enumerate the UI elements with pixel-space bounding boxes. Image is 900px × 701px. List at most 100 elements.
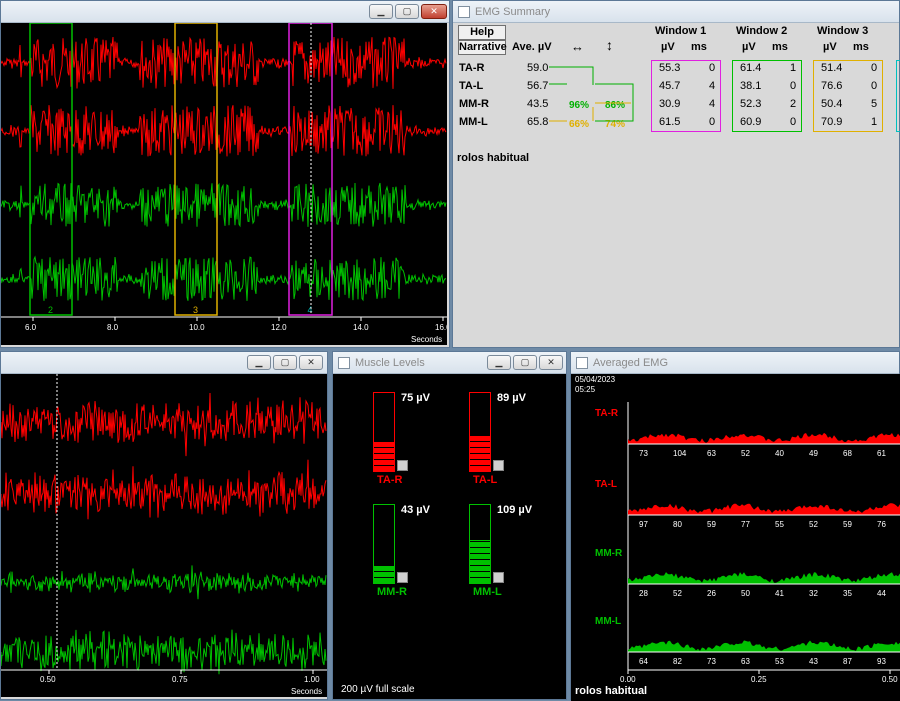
window-3-box	[813, 60, 883, 132]
level-fill	[374, 442, 394, 471]
window-title: Window 2	[736, 25, 788, 37]
averaged-tick-label: 0.25	[751, 675, 767, 684]
averaged-segment-value: 59	[843, 520, 852, 529]
window-uv-value: 55.3	[659, 62, 681, 74]
window-ms-value: 5	[871, 98, 878, 110]
averaged-time: 05:25	[575, 385, 596, 394]
averaged-tick-label: 0.50	[882, 675, 898, 684]
raw-trace-1	[1, 36, 447, 90]
raw-tick-label: 8.0	[107, 323, 119, 332]
averaged-segment-value: 55	[775, 520, 784, 529]
window-1-box	[651, 60, 721, 132]
averaged-segment-value: 73	[707, 657, 716, 666]
zoom-emg-plot[interactable]: 0.50 0.75 1.00 Seconds	[1, 374, 327, 697]
app-icon	[458, 6, 470, 18]
zoom-trace-3	[1, 565, 327, 600]
summary-body: Help Narrative Ave. µV ↔ ↕ TA-R 59.0 TA-L 5…	[453, 23, 900, 347]
zoom-emg-traces: 0.50 0.75 1.00	[1, 374, 327, 684]
averaged-segment-value: 44	[877, 589, 886, 598]
zoom-emg-window: ▁ ▢ ✕ 0.50 0.75 1.00 Seconds	[0, 351, 328, 700]
window-ms-value: 2	[790, 98, 797, 110]
window-ms-value: 1	[790, 62, 797, 74]
level-meter-mm-l	[469, 504, 491, 584]
summary-row-name: TA-L	[459, 80, 484, 92]
level-meter-mm-r	[373, 504, 395, 584]
level-threshold-button[interactable]	[493, 572, 504, 583]
level-name: TA-L	[473, 474, 498, 486]
window-ms-header: ms	[853, 41, 869, 53]
level-threshold-button[interactable]	[493, 460, 504, 471]
close-icon[interactable]: ✕	[539, 355, 563, 370]
close-icon[interactable]: ✕	[299, 355, 323, 370]
raw-tick-label: 16.0	[435, 323, 447, 332]
level-threshold-button[interactable]	[397, 460, 408, 471]
window-uv-header: µV	[661, 41, 675, 53]
window-ms-value: 0	[709, 62, 716, 74]
window-ms-value: 0	[790, 80, 797, 92]
averaged-segment-value: 93	[877, 657, 886, 666]
zoom-trace-2	[1, 459, 327, 520]
raw-emg-titlebar: ▁ ▢ ✕	[1, 1, 449, 23]
minimize-icon[interactable]: ▁	[487, 355, 511, 370]
averaged-title: Averaged EMG	[593, 357, 669, 369]
maximize-icon[interactable]: ▢	[513, 355, 537, 370]
window-ms-value: 0	[709, 116, 716, 128]
maximize-icon[interactable]: ▢	[395, 4, 419, 19]
averaged-segment-value: 41	[775, 589, 784, 598]
averaged-segment-value: 63	[707, 449, 716, 458]
level-fill	[374, 566, 394, 583]
raw-trace-4	[1, 255, 446, 302]
summary-row-avg: 65.8	[527, 116, 549, 128]
level-value: 89 µV	[497, 392, 526, 404]
app-icon	[338, 357, 350, 369]
narrative-button[interactable]: Narrative	[458, 40, 507, 55]
window-uv-value: 61.4	[740, 62, 762, 74]
window-ms-value: 0	[871, 62, 878, 74]
raw-trace-3	[1, 182, 447, 228]
averaged-segment-value: 49	[809, 449, 818, 458]
maximize-icon[interactable]: ▢	[273, 355, 297, 370]
analysis-window-label: 2	[48, 305, 53, 315]
window-uv-value: 38.1	[740, 80, 762, 92]
raw-tick-label: 12.0	[271, 323, 287, 332]
summary-row-name: MM-L	[459, 116, 488, 128]
sym-mm2-pct: 74%	[605, 119, 626, 130]
minimize-icon[interactable]: ▁	[369, 4, 393, 19]
averaged-segment-value: 40	[775, 449, 784, 458]
avg-header: Ave. µV	[512, 41, 552, 53]
window-uv-header: µV	[742, 41, 756, 53]
window-ms-value: 4	[709, 98, 716, 110]
raw-emg-window: ▁ ▢ ✕ 2 3 4 6.0 8.0 10.0 12.0 14.0 16.0 Seconds	[0, 0, 450, 348]
level-value: 75 µV	[401, 392, 430, 404]
averaged-segment-value: 68	[843, 449, 852, 458]
averaged-segment-value: 76	[877, 520, 886, 529]
averaged-channel-name: MM-L	[595, 616, 621, 627]
summary-row-avg: 56.7	[527, 80, 549, 92]
raw-axis-unit: Seconds	[411, 335, 443, 344]
help-button[interactable]: Help	[458, 25, 506, 40]
muscle-levels-window: Muscle Levels ▁ ▢ ✕ 200 µV full scale 75…	[332, 351, 567, 700]
close-icon[interactable]: ✕	[421, 4, 447, 19]
minimize-icon[interactable]: ▁	[247, 355, 271, 370]
level-name: TA-R	[377, 474, 403, 486]
zoom-tick-label: 0.50	[40, 675, 56, 684]
level-threshold-button[interactable]	[397, 572, 408, 583]
app-icon	[576, 357, 588, 369]
window-uv-header: µV	[823, 41, 837, 53]
raw-emg-plot[interactable]: 2 3 4 6.0 8.0 10.0 12.0 14.0 16.0 Seconds	[1, 23, 447, 345]
window-uv-value: 30.9	[659, 98, 681, 110]
window-ms-value: 0	[871, 80, 878, 92]
averaged-segment-value: 63	[741, 657, 750, 666]
averaged-date: 05/04/2023	[575, 375, 616, 384]
averaged-segment-value: 104	[673, 449, 687, 458]
levels-pane: 200 µV full scale 75 µV TA-R 89 µV TA-L 43 µ…	[333, 374, 566, 699]
window-uv-value: 52.3	[740, 98, 762, 110]
averaged-segment-value: 32	[809, 589, 818, 598]
symmetry-lines	[549, 66, 634, 122]
level-name: MM-L	[473, 586, 502, 598]
raw-trace-2	[1, 105, 447, 157]
averaged-segment-value: 28	[639, 589, 648, 598]
window-ms-value: 1	[871, 116, 878, 128]
averaged-envelope-mm-l	[628, 640, 900, 652]
averaged-segment-value: 73	[639, 449, 648, 458]
